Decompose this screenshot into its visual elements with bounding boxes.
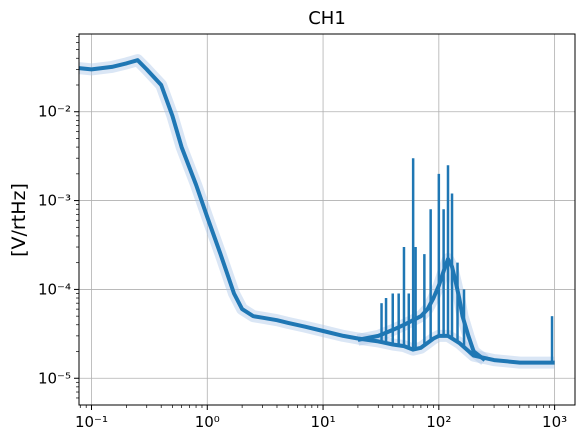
y-tick-label: 10⁻⁵: [38, 369, 71, 387]
x-tick-label: 10²: [426, 413, 451, 431]
x-tick-label: 10⁰: [195, 413, 220, 431]
y-axis-label: [V/rtHz]: [8, 183, 30, 257]
x-tick-label: 10⁻¹: [75, 413, 108, 431]
axis-ticks: 10⁻¹ 10⁰ 10¹ 10² 10³ 10⁻⁵ 10⁻⁴ 10⁻³ 10⁻²: [38, 36, 567, 431]
plot-frame: [78, 33, 576, 406]
series-line: [78, 58, 555, 365]
y-tick-label: 10⁻⁴: [38, 280, 71, 298]
y-tick-label: 10⁻²: [38, 103, 71, 121]
x-tick-label: 10³: [542, 413, 567, 431]
series-lines: [78, 58, 555, 365]
x-tick-label: 10¹: [310, 413, 335, 431]
y-tick-label: 10⁻³: [38, 192, 71, 210]
chart-title: CH1: [308, 8, 346, 29]
